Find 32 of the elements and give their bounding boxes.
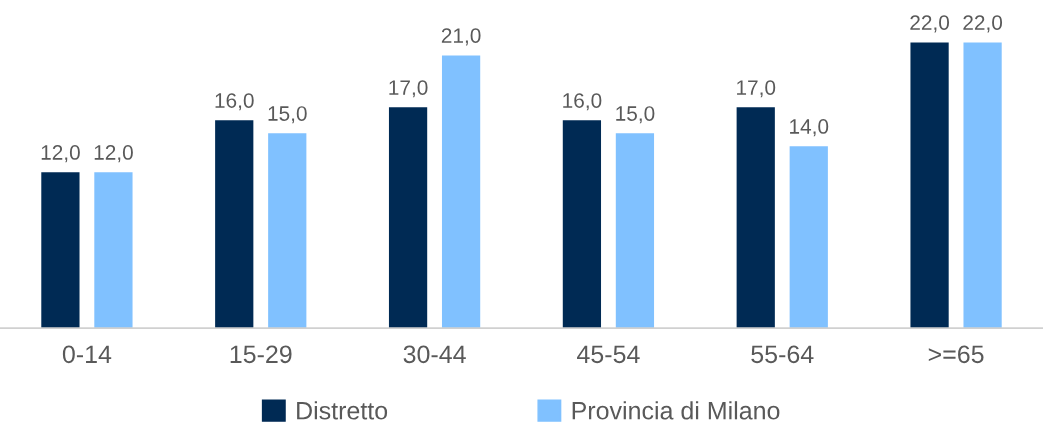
data-label: 15,0 (616, 106, 655, 124)
bar (736, 107, 775, 329)
data-label: 16,0 (215, 93, 254, 111)
data-label: 16,0 (563, 93, 602, 111)
bar (562, 120, 602, 329)
data-label: 15,0 (268, 106, 307, 124)
legend-label: Provincia di Milano (572, 401, 780, 420)
data-label: 14,0 (790, 119, 829, 137)
bar (910, 42, 949, 329)
x-tick-label: 15-29 (230, 345, 292, 364)
bar (268, 133, 307, 329)
bar (388, 107, 428, 329)
bar (789, 146, 828, 329)
x-tick-label: >=65 (928, 345, 984, 364)
x-tick-label: 30-44 (403, 345, 466, 364)
legend-label: Distretto (297, 401, 388, 420)
data-label: 22,0 (963, 15, 1003, 33)
bar (615, 133, 655, 329)
bar (963, 42, 1002, 329)
data-label: 17,0 (737, 80, 776, 98)
data-label: 17,0 (389, 80, 428, 98)
x-tick-label: 0-14 (62, 345, 112, 364)
data-label: 22,0 (910, 15, 950, 33)
bar (94, 172, 133, 329)
data-label: 21,0 (441, 28, 481, 46)
x-tick-label: 45-54 (577, 345, 640, 364)
data-label: 12,0 (94, 145, 133, 163)
bar (41, 172, 80, 329)
x-tick-label: 55-64 (751, 345, 814, 364)
data-label: 12,0 (41, 145, 80, 163)
bar (215, 120, 254, 329)
bar (441, 55, 481, 329)
